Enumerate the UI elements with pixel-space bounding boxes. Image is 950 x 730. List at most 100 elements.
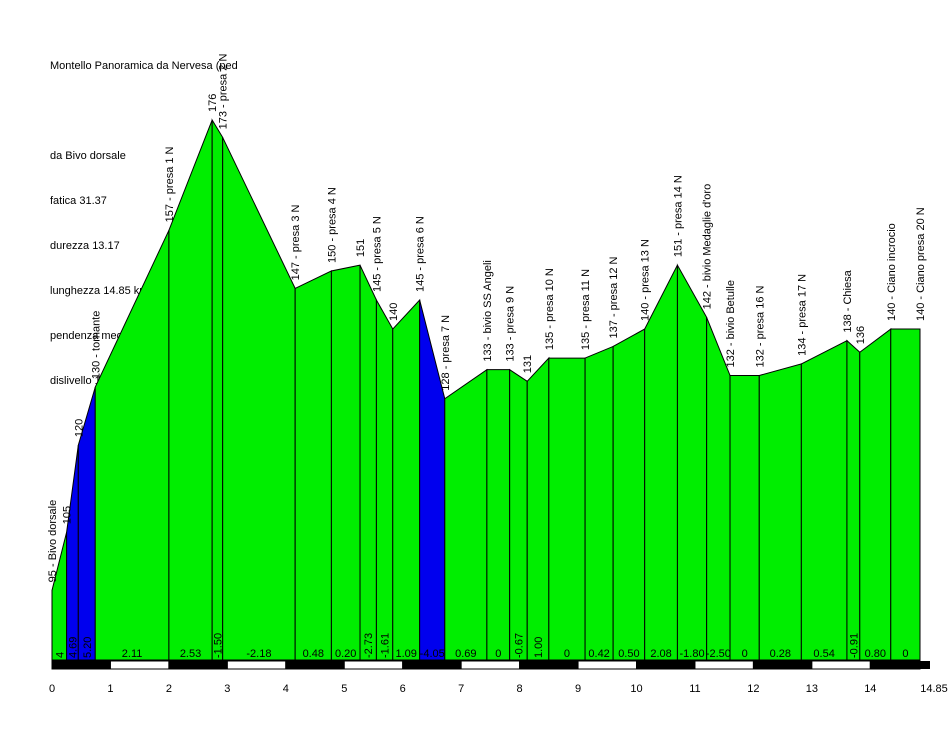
distance-bar-end	[920, 661, 930, 669]
profile-segment	[890, 328, 921, 661]
waypoint-label: 145 - presa 6 N	[415, 216, 427, 292]
profile-segment	[584, 345, 614, 661]
segment-grade-label: -1.80	[680, 648, 705, 660]
distance-bar-segment	[869, 660, 921, 670]
profile-segment	[66, 445, 79, 661]
segment-grade-label: 0	[902, 648, 908, 660]
distance-bar-segment	[343, 660, 404, 670]
distance-bar-segment	[636, 660, 696, 670]
waypoint-label: 157 - presa 1 N	[164, 146, 176, 222]
segment-grade-label: 0.20	[335, 648, 356, 660]
segment-grade-label: -2.50	[706, 648, 731, 660]
waypoint-label: 140 - presa 13 N	[640, 239, 652, 321]
profile-title: Montello Panoramica da Nervesa (ped	[50, 60, 238, 72]
segment-grade-label: 2.11	[122, 648, 143, 660]
profile-segment	[375, 298, 394, 661]
distance-bar-segment	[577, 660, 638, 670]
profile-segment	[294, 270, 332, 661]
waypoint-label: 130 - tornante	[90, 311, 102, 380]
waypoint-label: 133 - bivio SS Angeli	[482, 260, 494, 362]
segment-grade-label: 4	[54, 652, 66, 658]
profile-segment	[800, 339, 848, 661]
profile-segment	[859, 328, 892, 661]
segment-grade-label: 0	[742, 648, 748, 660]
x-tick-label: 5	[341, 683, 347, 695]
x-tick-label: 3	[224, 683, 230, 695]
waypoint-label: 135 - presa 10 N	[544, 268, 556, 350]
profile-segment	[211, 118, 224, 661]
x-tick-label: 2	[166, 683, 172, 695]
waypoint-label: 151 - presa 14 N	[672, 175, 684, 257]
profile-segment	[330, 264, 361, 661]
profile-segment	[548, 357, 586, 661]
waypoint-label: 145 - presa 5 N	[371, 216, 383, 292]
waypoint-label: 151	[355, 239, 367, 257]
profile-segment	[444, 368, 488, 661]
distance-bar-segment	[752, 660, 813, 670]
segment-grade-label: 0.42	[588, 648, 609, 660]
waypoint-label: 150 - presa 4 N	[326, 187, 338, 263]
profile-segment	[526, 356, 550, 661]
segment-grade-label: -1.50	[212, 633, 224, 658]
profile-segment	[392, 298, 421, 661]
waypoint-label: 173 - presa 2 N	[218, 54, 230, 130]
distance-bar-segment	[460, 660, 521, 670]
waypoint-label: 120	[73, 419, 85, 437]
waypoint-label: 140	[388, 303, 400, 321]
waypoint-label: 176	[207, 94, 219, 112]
waypoint-label: 140 - Ciano incrocio	[886, 223, 898, 321]
distance-bar-segment	[226, 660, 287, 670]
segment-grade-label: -2.18	[246, 648, 271, 660]
distance-bar	[51, 660, 930, 670]
x-tick-label: 1	[107, 683, 113, 695]
x-tick-label: 10	[630, 683, 642, 695]
x-tick-label: 14.85	[920, 683, 948, 695]
waypoint-label: 95 - Bivo dorsale	[47, 500, 59, 583]
waypoint-label: 105	[62, 506, 74, 524]
x-tick-label: 4	[283, 683, 289, 695]
waypoint-label: 136	[855, 326, 867, 344]
segment-grade-label: 5.20	[82, 637, 94, 658]
segment-grade-label: 0.69	[455, 648, 476, 660]
stat-durezza: durezza 13.17	[50, 240, 120, 252]
distance-bar-segment	[811, 660, 871, 670]
segment-grade-label: -2.73	[363, 633, 375, 658]
segment-grade-label: 0.50	[618, 648, 639, 660]
profile-segment	[758, 363, 802, 661]
elevation-labels: 95 - Bivo dorsale 105 120 130 - tornante 157…	[47, 54, 927, 583]
stat-start: da Bivo dorsale	[50, 150, 126, 162]
distance-bar-segment	[519, 660, 579, 670]
waypoint-label: 142 - bivio Medaglie d'oro	[702, 184, 714, 310]
distance-bar-segment	[285, 660, 345, 670]
segment-grade-label: 1.09	[396, 648, 417, 660]
waypoint-label: 135 - presa 11 N	[580, 269, 592, 350]
distance-bar-segment	[402, 660, 462, 670]
profile-segment	[676, 263, 708, 661]
x-tick-label: 13	[806, 683, 818, 695]
grade-labels: 4 4.69 5.20 2.11 2.53 -1.50 -2.18 0.48 0.20 -2.73…	[54, 633, 908, 660]
segment-grade-label: -4.05	[420, 648, 445, 660]
waypoint-label: 134 - presa 17 N	[796, 274, 808, 356]
distance-bar-segment	[168, 660, 228, 670]
profile-segment	[486, 369, 511, 661]
distance-bar-segment	[109, 660, 170, 670]
segment-grade-label: 0.54	[813, 648, 834, 660]
segment-grade-label: 0.80	[865, 648, 886, 660]
distance-bar-segment	[51, 660, 111, 670]
x-tick-labels: 0 1 2 3 4 5 6 7 8 9 10 11 12 13 14 14.85	[49, 683, 948, 695]
waypoint-label: 147 - presa 3 N	[290, 205, 302, 281]
profile-segment	[706, 317, 731, 661]
waypoint-label: 128 - presa 7 N	[440, 315, 452, 391]
waypoint-label: 132 - presa 16 N	[754, 285, 766, 367]
x-tick-label: 9	[575, 683, 581, 695]
distance-bar-segment	[694, 660, 754, 670]
segment-grade-label: 0	[495, 648, 501, 660]
segment-grade-label: 0.28	[770, 648, 791, 660]
waypoint-label: 133 - presa 9 N	[505, 286, 517, 362]
segment-grade-label: 4.69	[67, 637, 79, 658]
x-tick-label: 11	[689, 683, 700, 695]
profile-segment	[94, 230, 170, 661]
profile-segment	[359, 264, 377, 661]
x-tick-label: 12	[747, 683, 759, 695]
